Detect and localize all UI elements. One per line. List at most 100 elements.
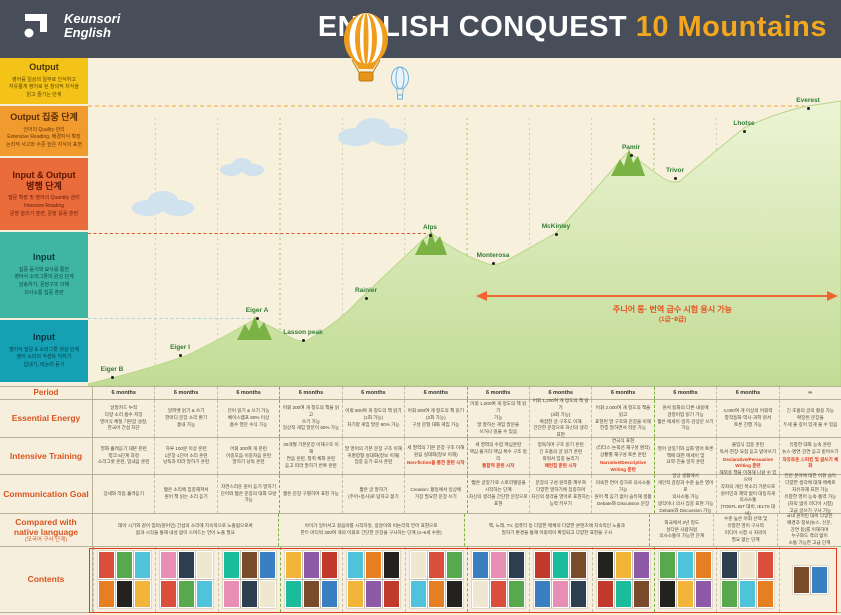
header-bar: Keunsori English ENGLISH CONQUEST 10 Mou… — [0, 0, 841, 58]
sidebar-block-title: Input — [33, 252, 55, 263]
compared-row-label: Compared with native language (모국어 구사 단계… — [0, 514, 93, 546]
book-cover — [472, 580, 490, 608]
mountain-dot-rainier — [364, 296, 368, 300]
intensive-cell-3: 어휘 300여 개 훈련 이중모음·이중자음 훈련 말하기 낭독 훈련 — [216, 438, 279, 474]
period-cell-8: 6 months — [528, 387, 591, 399]
book-cover — [445, 580, 463, 608]
compared-cell-3: 책, 노래, TV, 컴퓨터 등 다양한 매체의 다양한 콘텐츠에 지속적인 노… — [463, 514, 650, 546]
mountain-label-eiger-b: Eiger B — [100, 366, 124, 373]
mountain-label-eiger-a: Eiger A — [245, 307, 269, 314]
sidebar-block-body: 집중 듣기와 묘사를 통한 영어식 소리그릇의 완성 단계 암송하기, 문장구조… — [14, 266, 74, 296]
book-cover — [552, 551, 570, 579]
book-cover — [303, 580, 321, 608]
compared-cell-2: 아이가 일어서고 걸음마를 시작하듯, 옹알이와 비논리적 언어 표현으로 한두… — [277, 514, 464, 546]
book-cover — [490, 551, 508, 579]
book-cover — [160, 551, 178, 579]
essential-cell-7: 어휘 1,000여 개 정도의 책 읽기 가능 말 잘하는 게임 말문을 쓰거나… — [466, 400, 529, 437]
period-cell-3: 6 months — [216, 387, 279, 399]
exam-range-label: 주니어 통· 번역 급수 시험 응시 가능 (1급~8급) — [580, 304, 765, 324]
intensive-cell-7: 세 영역의 수렴 핵심훈련 핵심 줄거리·핵심 복수 구조 정리 통합적 훈련 시… — [466, 438, 529, 474]
period-cell-11: 6 months — [716, 387, 778, 399]
book-cover — [427, 580, 445, 608]
period-row-label: Period — [0, 387, 93, 399]
book-cover — [570, 580, 588, 608]
book-cover — [321, 580, 339, 608]
sidebar-block-title: Output — [29, 62, 59, 73]
sidebar-block-input-output: Input & Output 병행 단계 말문 확장 및 영어의 Quantity… — [0, 158, 88, 230]
contents-row: Contents — [0, 546, 841, 613]
compared-cell-6: 국내 원어민 대비 다양한 배경과 정보(뉴스, 신문, 강연 등)를 이해하며… — [777, 513, 841, 546]
sidebar-block-body: 영어식 말문 & 소리그릇 생성 단계 영어 소리의 악센트 익히기 입내기, … — [8, 346, 80, 369]
mountain-silhouette — [88, 100, 841, 386]
book-cover — [490, 580, 508, 608]
compared-native-row: Compared with native language (모국어 구사 단계… — [0, 513, 841, 546]
peak-spikes — [237, 149, 645, 340]
book-cover — [739, 580, 757, 608]
book-cover — [677, 580, 695, 608]
intensive-highlight-9: Narrative/Descriptive Writing 훈련 — [600, 459, 647, 472]
mountain-dot-eiger-b — [110, 375, 114, 379]
sidebar-block-input-base: Input 영어식 말문 & 소리그릇 생성 단계 영어 소리의 악센트 익히기 … — [0, 320, 88, 382]
intensive-highlight-7: 통합적 훈련 시작 — [482, 463, 515, 469]
communication-cell-7: '짧은 글짓기'로 스토리텔링을 시작하는 단계 자신의 생각을 간단한 문장으… — [466, 475, 529, 513]
period-cell-12: ∞ — [778, 387, 841, 399]
intensive-highlight-6: Non-fiction을 통한 훈련 시작 — [406, 459, 465, 465]
keunsori-logo-icon — [24, 14, 47, 38]
book-cover — [721, 580, 739, 608]
mountain-label-everest: Everest — [796, 97, 820, 104]
mountain-dot-lasson-peak — [301, 338, 305, 342]
contents-column-10 — [653, 547, 716, 612]
mountain-label-trivor: Trivor — [665, 167, 685, 174]
essential-cell-10: 원서 동화의 다른 내용에 감정이입 읽기 가능 짧은 에세이·일지·감상문 쓰… — [653, 400, 716, 437]
intensive-cell-9: 연극식 표현 (리더스·논픽션 재구성 명작) 상황별 재구성 토론 훈련 Nar… — [591, 438, 653, 474]
period-cell-4: 6 months — [279, 387, 341, 399]
book-cover — [116, 551, 134, 579]
mountain-label-pamir: Pamir — [621, 144, 641, 151]
intensive-cell-11: 몰입식 집중 훈련 독서·현장·요점 듣고 받아쓰기 Declarative/Pe… — [716, 438, 778, 474]
exam-range-text: 주니어 통· 번역 급수 시험 응시 가능 — [612, 305, 733, 314]
period-cell-2: 6 months — [154, 387, 216, 399]
book-cover — [285, 551, 303, 579]
mountain-progress-chart: 주니어 통· 번역 급수 시험 응시 가능 (1급~8급) Eiger B Eig… — [88, 58, 841, 386]
contents-column-12 — [778, 547, 841, 612]
intensive-cell-4: 30개월 기본문장 이해구조 이해 연음 훈련, 청취 체화 훈련 듣고 따라 … — [279, 438, 341, 474]
book-cover — [508, 551, 526, 579]
period-cell-1: 6 months — [111, 389, 136, 396]
mountain-dot-eiger-i — [178, 353, 182, 357]
contents-column-5 — [342, 547, 404, 612]
book-cover — [508, 580, 526, 608]
exam-range-grades: (1급~8급) — [658, 316, 687, 324]
curriculum-table: Period 6 months 6 months 6 months 6 months 6… — [0, 386, 841, 613]
essential-cell-3: 단어 읽기 & 쓰기 가능 베이스캠프 80% 이상 흡수 영문 수식 가능 — [216, 400, 279, 437]
intensive-highlight-12: 자유로운 스피킹 및 글쓰기 체화 — [782, 456, 839, 469]
mountain-dot-pamir — [629, 153, 633, 157]
mountain-dot-everest — [806, 106, 810, 110]
book-cover — [695, 551, 713, 579]
essential-cell-2: 알파벳 읽기 & 쓰기 한마디 문장 소리 환기 흉내 가능 — [154, 400, 216, 437]
compared-row-label-text: Compared with native language — [13, 516, 79, 537]
period-cell-6: 6 months — [404, 387, 466, 399]
book-cover — [240, 580, 258, 608]
compared-cell-4: 외국에서 2년 정도 살다온 사람처럼 의사소통이 가능한 단계 — [649, 514, 713, 546]
mountain-dot-trivor — [673, 176, 677, 180]
communication-cell-3: 자연스러운 원어 듣기·말하기 단어와 짧은 문장의 대화 모방 가능 — [216, 475, 279, 513]
contents-column-2 — [155, 547, 217, 612]
sidebar-block-body: 말문 확장 및 영어의 Quantity 관리 Intensive Readin… — [8, 195, 80, 217]
essential-energy-row: Essential Energy 낱말카드 누적 다량 소리 흡수·저장 영어식… — [0, 398, 841, 437]
book-cover — [196, 551, 214, 579]
book-cover — [347, 551, 365, 579]
contents-column-11 — [716, 547, 778, 612]
intensive-cell-8: 정독하며 구조 읽기 훈련 긴 호흡의 글 읽기 훈련 외워서 집중 늘리기 패턴… — [528, 438, 591, 474]
intensive-cell-5: 말 영어의 기본 문장 구조 이해 귀명령형 실대화(정보 이해) 집중 듣기·… — [341, 438, 404, 474]
exam-range-arrow — [476, 291, 838, 301]
compared-cell-1: 태아 시기와 같이 엄마(원어민) 간섭의 소리에 지속적으로 노출됨으로써 몸… — [118, 523, 253, 535]
intensive-cell-10: 영어 글짓기와 심화 영어 토론 책에 대한 에세이 및 요약·진술 일지 훈련 — [653, 438, 716, 474]
sidebar-block-input-upper: Input 집중 듣기와 묘사를 통한 영어식 소리그릇의 완성 단계 암송하기,… — [0, 232, 88, 318]
book-cover — [303, 551, 321, 579]
sidebar-block-output-focus: Output 집중 단계 언어의 Quality 관리 Extensive Rea… — [0, 106, 88, 156]
essential-cell-11: 4,000여 개 이상의 어휘력 창작동화·역사·과학 원서 토론 진행 가능 — [716, 400, 778, 437]
book-cover — [196, 580, 214, 608]
contents-column-4 — [279, 547, 342, 612]
book-cover — [116, 580, 134, 608]
mountain-label-lasson-peak: Lasson peak — [283, 329, 323, 336]
